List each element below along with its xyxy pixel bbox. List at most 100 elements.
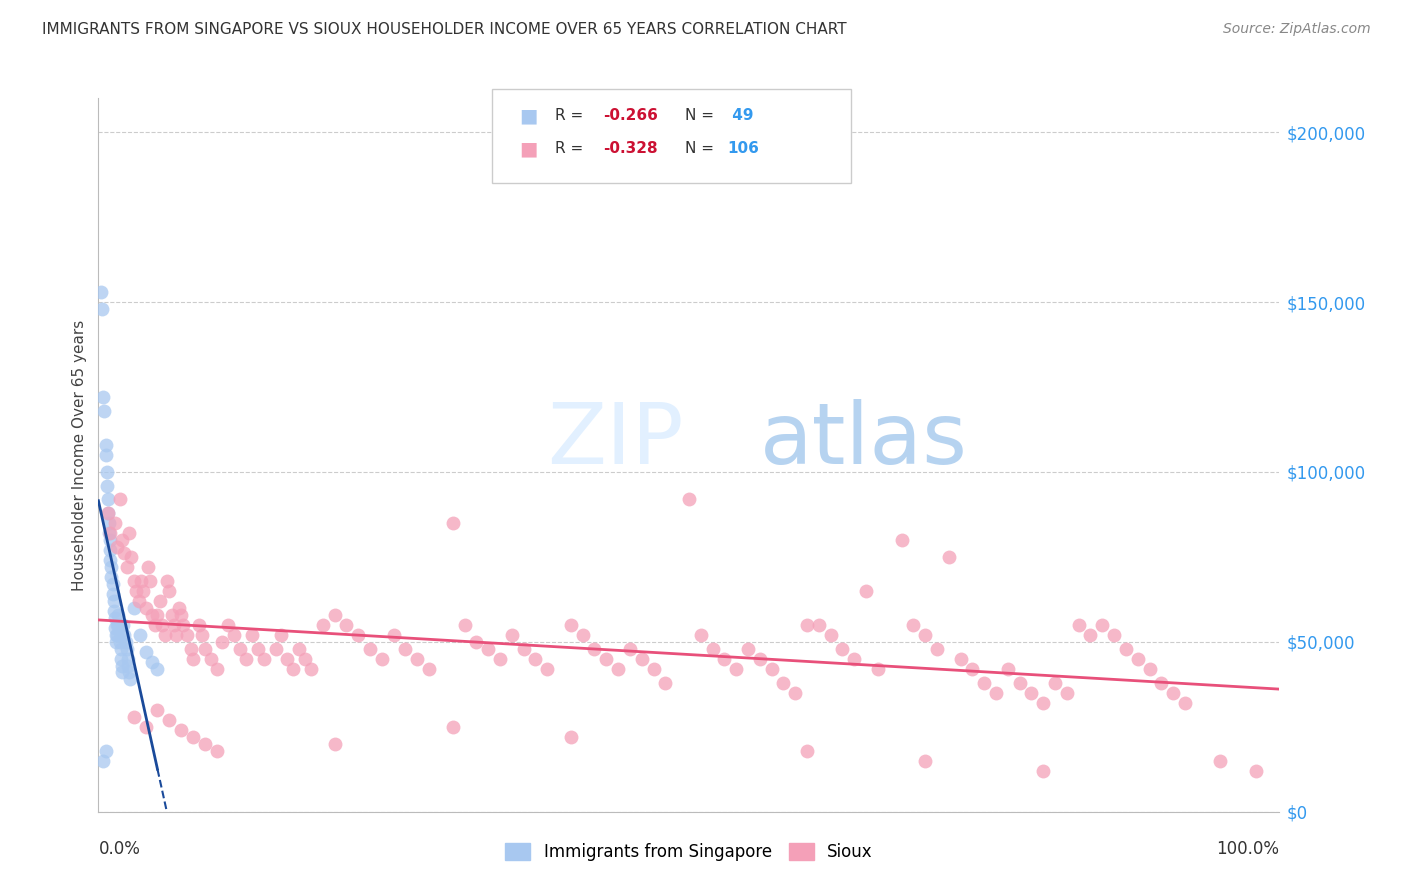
Point (136, 560, 159, 574)
Point (962, 662, 984, 676)
Point (394, 641, 416, 656)
Point (702, 641, 724, 656)
Point (441, 516, 464, 530)
Point (831, 641, 853, 656)
Text: N =: N = (685, 109, 718, 123)
Point (536, 662, 558, 676)
Point (121, 549, 143, 564)
Point (643, 662, 665, 676)
Point (122, 709, 145, 723)
Point (100, 570, 122, 584)
Point (1008, 675, 1031, 690)
Point (1056, 686, 1078, 700)
Point (925, 641, 948, 656)
Point (1139, 662, 1161, 676)
Point (1126, 652, 1149, 666)
Point (217, 617, 239, 632)
Point (347, 628, 370, 642)
Point (571, 628, 593, 642)
Point (114, 635, 136, 649)
Point (240, 628, 263, 642)
Text: 100.0%: 100.0% (1216, 840, 1279, 858)
Text: ■: ■ (519, 106, 537, 126)
Point (477, 641, 499, 656)
Point (104, 611, 127, 625)
Point (191, 628, 214, 642)
Point (160, 607, 183, 622)
Point (135, 720, 157, 734)
Point (748, 652, 770, 666)
Point (678, 492, 700, 507)
Point (1080, 628, 1102, 642)
Point (489, 652, 512, 666)
Point (180, 641, 202, 656)
Point (105, 617, 128, 632)
Point (165, 628, 187, 642)
Point (94, 448, 117, 462)
Point (98, 526, 121, 541)
Point (112, 617, 135, 632)
Point (187, 617, 209, 632)
Point (98, 526, 121, 541)
Point (619, 641, 641, 656)
Point (1115, 641, 1137, 656)
Text: 49: 49 (727, 109, 754, 123)
Point (163, 617, 186, 632)
Point (146, 662, 169, 676)
Point (172, 617, 194, 632)
Point (108, 635, 131, 649)
Point (288, 641, 311, 656)
Point (1161, 686, 1184, 700)
Text: Source: ZipAtlas.com: Source: ZipAtlas.com (1223, 22, 1371, 37)
Point (205, 743, 228, 757)
Point (807, 617, 830, 632)
Text: -0.266: -0.266 (603, 109, 658, 123)
Point (1067, 617, 1090, 632)
Point (91, 301, 114, 316)
Text: R =: R = (555, 109, 589, 123)
Point (115, 641, 138, 656)
Point (105, 628, 128, 642)
Point (120, 672, 142, 686)
Point (323, 607, 346, 622)
Point (406, 652, 429, 666)
Legend: Immigrants from Singapore, Sioux: Immigrants from Singapore, Sioux (499, 836, 879, 868)
Point (139, 574, 162, 588)
Point (125, 583, 148, 598)
Point (149, 594, 172, 608)
Point (1209, 754, 1232, 768)
Point (796, 743, 818, 757)
Point (117, 652, 139, 666)
Point (560, 730, 582, 744)
Point (211, 635, 233, 649)
Point (103, 594, 125, 608)
Point (157, 583, 180, 598)
Point (98, 543, 121, 558)
Point (949, 652, 972, 666)
Point (176, 628, 198, 642)
Point (97, 492, 120, 507)
Point (903, 617, 925, 632)
Point (253, 652, 276, 666)
Point (938, 549, 960, 564)
Point (111, 665, 134, 680)
Point (382, 628, 405, 642)
Point (785, 686, 807, 700)
Text: atlas: atlas (759, 399, 967, 483)
Point (96, 465, 118, 479)
Point (205, 662, 228, 676)
Point (1032, 764, 1054, 778)
Point (1021, 686, 1043, 700)
Point (93, 403, 115, 417)
Point (143, 617, 166, 632)
Point (524, 652, 547, 666)
Point (890, 533, 912, 547)
Point (276, 652, 298, 666)
Text: IMMIGRANTS FROM SINGAPORE VS SIOUX HOUSEHOLDER INCOME OVER 65 YEARS CORRELATION : IMMIGRANTS FROM SINGAPORE VS SIOUX HOUSE… (42, 22, 846, 37)
Point (128, 628, 150, 642)
Point (110, 652, 132, 666)
Point (283, 662, 305, 676)
Point (108, 492, 131, 507)
Point (91, 754, 114, 768)
Point (135, 600, 157, 615)
